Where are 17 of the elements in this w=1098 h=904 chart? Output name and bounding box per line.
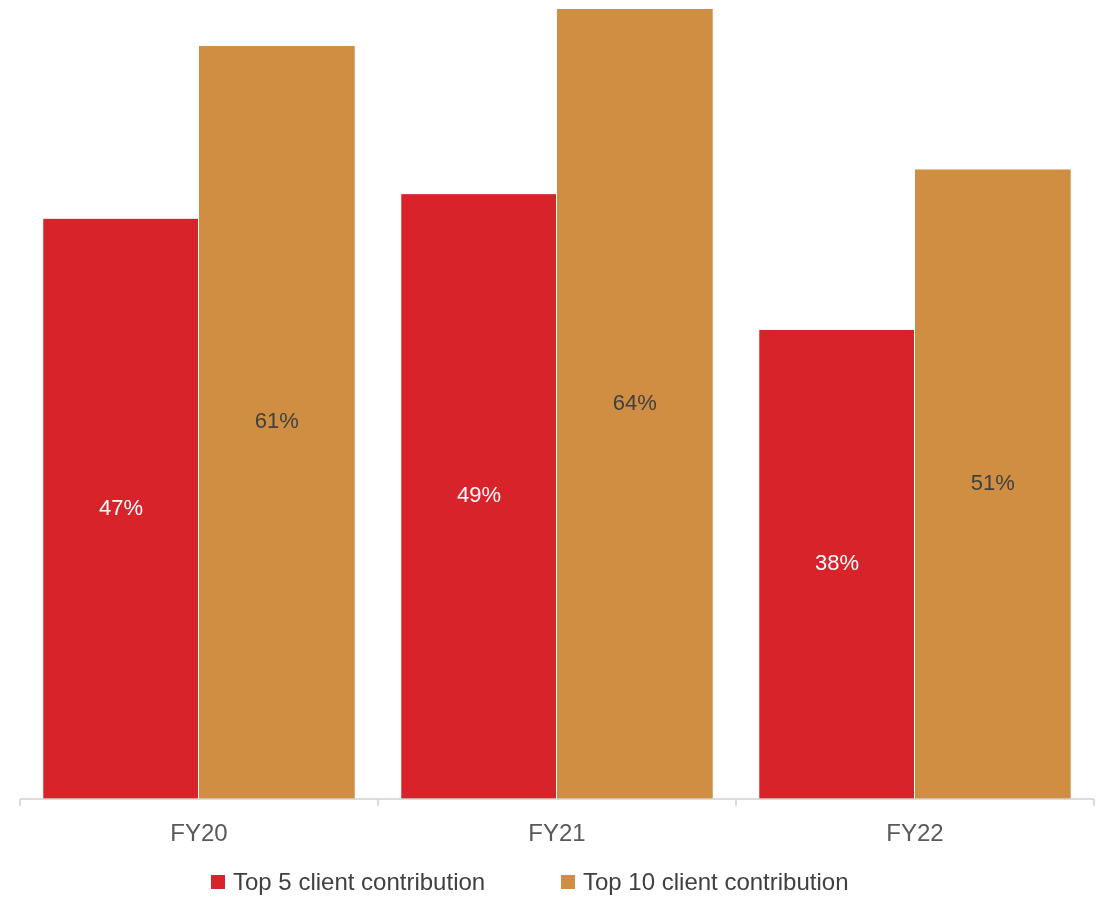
bar bbox=[915, 169, 1071, 799]
x-tick-label: FY20 bbox=[170, 819, 228, 846]
x-tick-label: FY22 bbox=[886, 819, 944, 846]
bar bbox=[43, 218, 198, 799]
data-label: 61% bbox=[254, 408, 299, 434]
data-label: 51% bbox=[970, 470, 1015, 496]
bar bbox=[199, 46, 355, 799]
legend-label: Top 5 client contribution bbox=[233, 868, 486, 895]
bar bbox=[557, 9, 713, 799]
x-tick-label: FY21 bbox=[528, 819, 586, 846]
legend-label: Top 10 client contribution bbox=[583, 868, 849, 895]
data-label: 64% bbox=[612, 389, 657, 415]
data-label: 47% bbox=[99, 494, 144, 520]
bar bbox=[401, 194, 556, 799]
data-label: 49% bbox=[457, 482, 502, 508]
bar bbox=[759, 329, 914, 799]
data-label: 38% bbox=[815, 550, 860, 576]
